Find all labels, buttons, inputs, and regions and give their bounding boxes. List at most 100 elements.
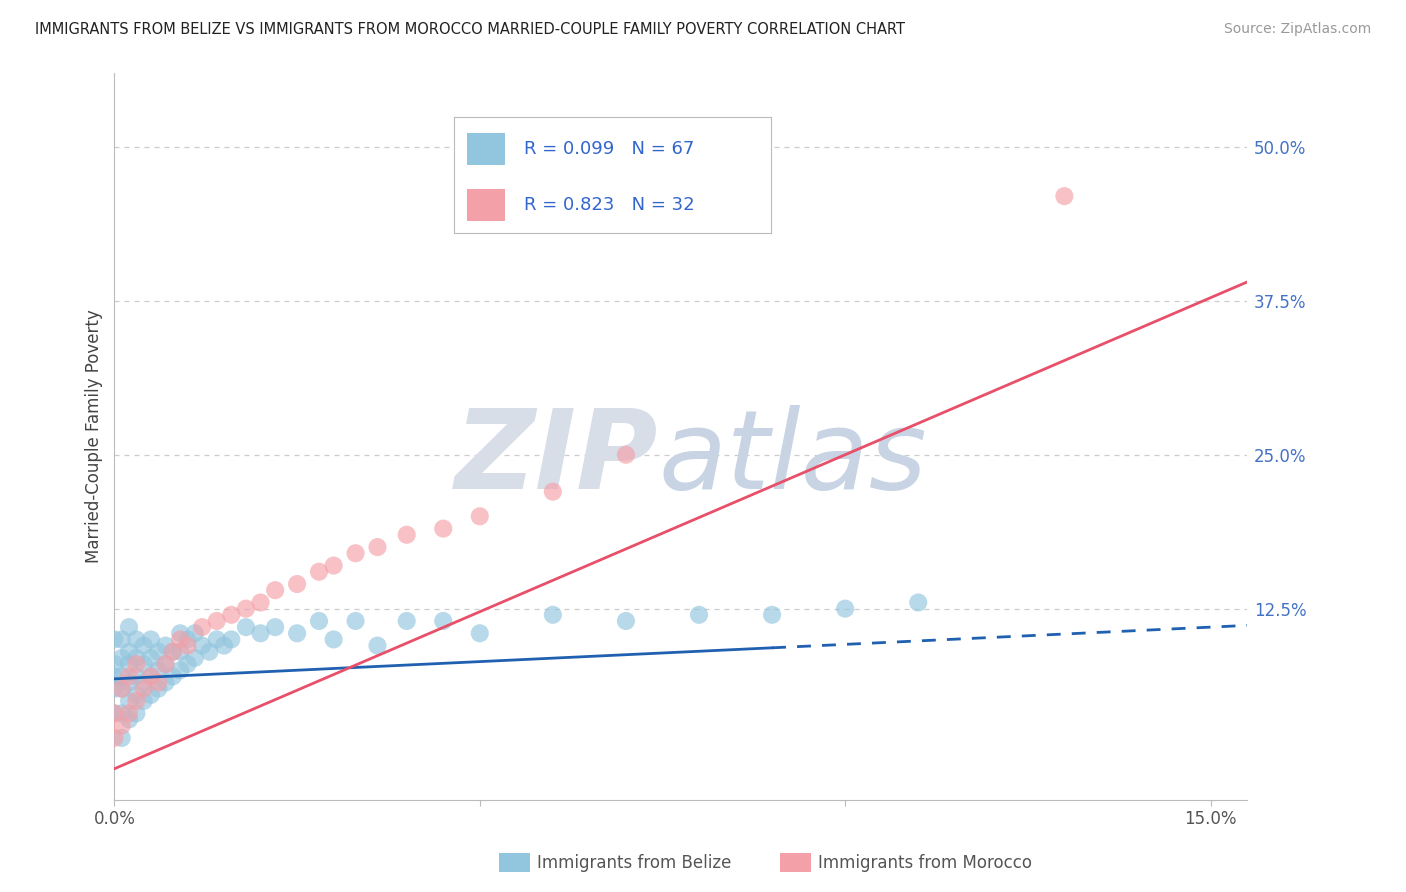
Point <box>395 528 418 542</box>
Point <box>184 626 207 640</box>
Point <box>176 632 198 647</box>
Point <box>169 626 191 640</box>
Point <box>139 688 162 702</box>
Point <box>132 694 155 708</box>
Point <box>103 706 125 721</box>
Point <box>176 657 198 671</box>
Point <box>432 522 454 536</box>
Text: IMMIGRANTS FROM BELIZE VS IMMIGRANTS FROM MOROCCO MARRIED-COUPLE FAMILY POVERTY : IMMIGRANTS FROM BELIZE VS IMMIGRANTS FRO… <box>35 22 905 37</box>
Point <box>103 669 125 683</box>
Point <box>169 645 191 659</box>
Point <box>468 509 491 524</box>
Point <box>118 706 141 721</box>
Point <box>322 558 344 573</box>
Point <box>118 657 141 671</box>
Point <box>118 645 141 659</box>
Point <box>169 632 191 647</box>
Point <box>162 669 184 683</box>
Point <box>541 607 564 622</box>
Point <box>205 632 228 647</box>
Point <box>322 632 344 647</box>
Point <box>541 484 564 499</box>
Point <box>834 601 856 615</box>
Point <box>198 645 221 659</box>
Point <box>344 614 367 628</box>
Point <box>176 639 198 653</box>
Point <box>366 540 388 554</box>
Point <box>235 601 257 615</box>
Point <box>125 669 148 683</box>
Point <box>103 657 125 671</box>
Text: Source: ZipAtlas.com: Source: ZipAtlas.com <box>1223 22 1371 37</box>
Point <box>191 639 214 653</box>
Point <box>148 663 170 677</box>
Y-axis label: Married-Couple Family Poverty: Married-Couple Family Poverty <box>86 310 103 563</box>
Point <box>125 657 148 671</box>
Point <box>118 675 141 690</box>
Point <box>103 706 125 721</box>
Point <box>366 639 388 653</box>
Point <box>111 731 134 745</box>
Point <box>155 639 177 653</box>
Point <box>432 614 454 628</box>
Point <box>118 620 141 634</box>
Point <box>308 614 330 628</box>
Point <box>614 448 637 462</box>
Point <box>111 632 134 647</box>
Point <box>344 546 367 560</box>
Point <box>688 607 710 622</box>
Point <box>111 651 134 665</box>
Point <box>395 614 418 628</box>
Point <box>118 713 141 727</box>
Point <box>212 639 235 653</box>
Point <box>308 565 330 579</box>
Point <box>103 731 125 745</box>
Point <box>111 718 134 732</box>
Point <box>111 681 134 696</box>
Point <box>191 620 214 634</box>
Point <box>205 614 228 628</box>
Point <box>118 694 141 708</box>
Point <box>1053 189 1076 203</box>
Point <box>125 651 148 665</box>
Point <box>139 632 162 647</box>
Point <box>148 645 170 659</box>
Text: atlas: atlas <box>658 405 927 511</box>
Point <box>155 675 177 690</box>
Text: ZIP: ZIP <box>454 405 658 511</box>
Point <box>169 663 191 677</box>
Point <box>103 632 125 647</box>
Point <box>162 645 184 659</box>
Point <box>184 651 207 665</box>
Point <box>111 669 134 683</box>
Point <box>139 651 162 665</box>
Point <box>155 657 177 671</box>
Point <box>264 583 287 598</box>
Text: Immigrants from Morocco: Immigrants from Morocco <box>818 854 1032 871</box>
Point <box>132 657 155 671</box>
Text: Immigrants from Belize: Immigrants from Belize <box>537 854 731 871</box>
Point <box>468 626 491 640</box>
Point <box>132 681 155 696</box>
Point <box>235 620 257 634</box>
Point <box>125 694 148 708</box>
Point <box>118 669 141 683</box>
Point <box>162 645 184 659</box>
Point <box>125 632 148 647</box>
Point <box>285 626 308 640</box>
Point <box>249 595 271 609</box>
Point <box>148 675 170 690</box>
Point <box>221 607 243 622</box>
Point <box>155 657 177 671</box>
Point <box>614 614 637 628</box>
Point <box>125 706 148 721</box>
Point <box>111 706 134 721</box>
Point <box>103 681 125 696</box>
Point <box>907 595 929 609</box>
Point <box>139 669 162 683</box>
Point <box>221 632 243 647</box>
Point <box>125 688 148 702</box>
Point <box>264 620 287 634</box>
Point <box>132 639 155 653</box>
Point <box>148 681 170 696</box>
